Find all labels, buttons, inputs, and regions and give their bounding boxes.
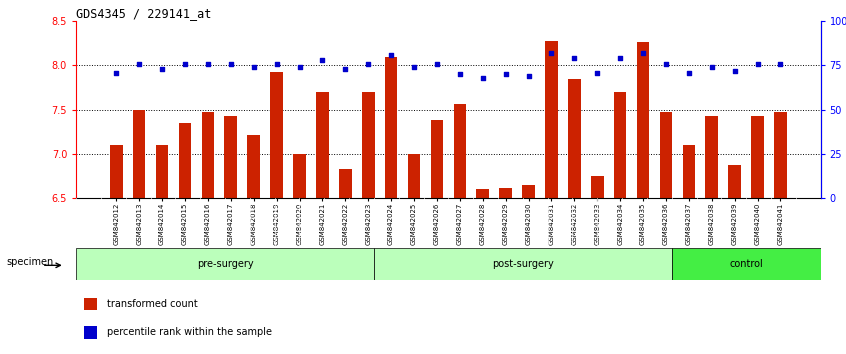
Bar [84,326,97,338]
Bar [179,123,191,198]
Point [613,56,627,61]
Bar [362,92,375,198]
Point [499,72,513,77]
Point [705,64,718,70]
Text: pre-surgery: pre-surgery [197,259,253,269]
Point [568,56,581,61]
Bar [683,145,695,198]
Bar [591,176,603,198]
Bar [76,248,374,280]
Bar [201,112,214,198]
Bar [408,154,420,198]
Point [750,61,764,67]
Bar [374,248,672,280]
Bar [224,116,237,198]
Bar [751,116,764,198]
Point [522,73,536,79]
Point [316,57,329,63]
Point [407,64,420,70]
Bar [247,135,260,198]
Bar [431,120,443,198]
Bar [271,72,283,198]
Bar [774,113,787,198]
Text: transformed count: transformed count [107,299,198,309]
Point [179,61,192,67]
Bar [156,145,168,198]
Point [545,50,558,56]
Bar [339,169,352,198]
Bar [672,248,821,280]
Bar [316,92,329,198]
Bar [84,298,97,310]
Text: control: control [729,259,763,269]
Point [430,61,443,67]
Point [453,72,467,77]
Bar [476,189,489,198]
Text: percentile rank within the sample: percentile rank within the sample [107,327,272,337]
Text: GDS4345 / 229141_at: GDS4345 / 229141_at [76,7,212,20]
Bar [568,79,580,198]
Bar [133,110,146,198]
Point [270,61,283,67]
Point [659,61,673,67]
Point [636,50,650,56]
Point [338,66,352,72]
Bar [499,188,512,198]
Point [591,70,604,75]
Point [201,61,215,67]
Point [384,52,398,58]
Point [361,61,375,67]
Bar [660,113,673,198]
Bar [637,42,650,198]
Point [156,66,169,72]
Text: post-surgery: post-surgery [492,259,553,269]
Text: specimen: specimen [6,257,53,267]
Bar [728,166,741,198]
Point [247,64,261,70]
Bar [110,145,123,198]
Bar [545,41,558,198]
Bar [453,104,466,198]
Point [133,61,146,67]
Bar [385,57,398,198]
Bar [522,185,535,198]
Bar [614,92,626,198]
Point [728,68,741,74]
Point [224,61,238,67]
Point [682,70,695,75]
Bar [706,116,718,198]
Point [476,75,490,81]
Point [109,70,123,75]
Bar [294,154,305,198]
Point [293,64,306,70]
Point [774,61,788,67]
